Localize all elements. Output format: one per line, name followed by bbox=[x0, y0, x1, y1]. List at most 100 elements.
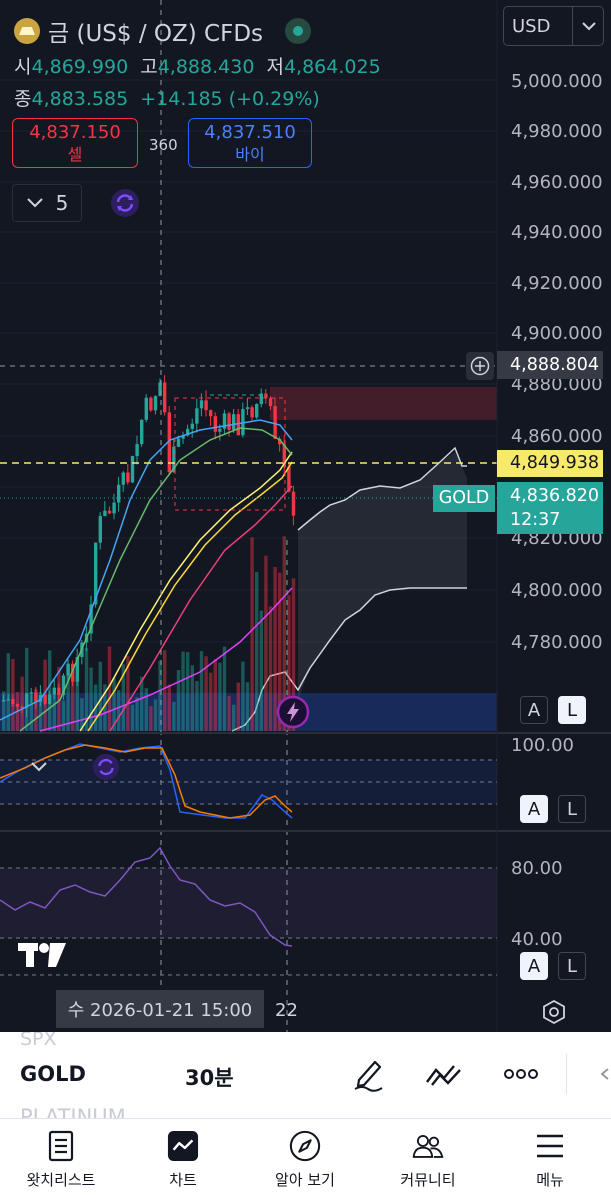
toolbar-divider bbox=[566, 1054, 567, 1094]
tab-community[interactable]: 커뮤니티 bbox=[378, 1129, 478, 1190]
symbol-button[interactable]: GOLD bbox=[20, 1062, 86, 1086]
settings-icon[interactable] bbox=[540, 998, 568, 1026]
currency-label: USD bbox=[512, 15, 551, 37]
price-axis-label: 4,940.000 bbox=[511, 222, 603, 243]
gold-logo-icon bbox=[14, 18, 40, 44]
stoch-d-line bbox=[0, 744, 293, 819]
log-scale-button[interactable]: L bbox=[558, 952, 586, 980]
symbol-prev[interactable]: SPX bbox=[20, 1032, 57, 1048]
log-scale-button[interactable]: L bbox=[558, 696, 586, 724]
candle-body bbox=[222, 413, 227, 429]
volume-bar bbox=[6, 653, 10, 731]
currency-button[interactable]: USD bbox=[503, 6, 604, 46]
tab-explore[interactable]: 알아 보기 bbox=[255, 1129, 355, 1190]
collapse-pane-icon[interactable] bbox=[20, 752, 58, 782]
ohlc-low-value: 4,864.025 bbox=[283, 56, 381, 78]
more-icon[interactable] bbox=[503, 1064, 539, 1084]
ma-yellow-1 bbox=[79, 451, 293, 732]
ohlc-change: +14.185 (+0.29%) bbox=[140, 88, 320, 110]
osc1-axis-label: 100.00 bbox=[511, 735, 574, 756]
log-scale-button[interactable]: L bbox=[558, 795, 586, 823]
price-axis-label: 4,880.000 bbox=[511, 374, 603, 395]
candle-body bbox=[75, 656, 79, 682]
drawing-tools-icon[interactable] bbox=[424, 1058, 464, 1090]
volume-bar bbox=[218, 662, 222, 731]
volume-bar bbox=[176, 669, 181, 731]
tab-label: 커뮤니티 bbox=[400, 1171, 456, 1189]
candle-body bbox=[57, 687, 61, 696]
candle-body bbox=[130, 456, 135, 483]
spread-value: 360 bbox=[149, 136, 178, 154]
community-icon bbox=[412, 1129, 444, 1163]
price-chart-canvas[interactable] bbox=[0, 0, 611, 1032]
candle-body bbox=[112, 502, 116, 514]
resistance-zone bbox=[270, 387, 497, 420]
market-open-icon bbox=[285, 18, 312, 44]
buy-label: 바이 bbox=[235, 145, 265, 164]
sell-button[interactable]: 4,837.150 셀 bbox=[12, 118, 138, 168]
auto-scale-button[interactable]: A bbox=[520, 795, 548, 823]
candle-body bbox=[66, 663, 70, 676]
auto-scale-button[interactable]: A bbox=[520, 696, 548, 724]
volume-bar bbox=[34, 689, 38, 731]
interval-button[interactable]: 30분 bbox=[185, 1066, 234, 1090]
symbol-title[interactable]: 금 (US$ / OZ) CFDs bbox=[14, 14, 312, 48]
volume-bar bbox=[278, 572, 282, 731]
volume-bar bbox=[222, 646, 227, 731]
volume-bar bbox=[255, 571, 259, 731]
flash-icon[interactable] bbox=[276, 695, 310, 729]
cloud-upper-line bbox=[297, 446, 467, 531]
volume-bar bbox=[204, 656, 208, 731]
candle-body bbox=[121, 472, 125, 485]
candle-body bbox=[135, 444, 139, 457]
chart-icon bbox=[167, 1129, 199, 1163]
volume-bar bbox=[250, 537, 254, 731]
indicators-toggle[interactable]: 5 bbox=[12, 184, 82, 222]
volume-bar bbox=[52, 691, 56, 731]
indicator-count: 5 bbox=[55, 191, 69, 215]
candle-body bbox=[34, 692, 38, 702]
symbol-title-text: 금 (US$ / OZ) CFDs bbox=[48, 21, 264, 47]
watchlist-icon bbox=[45, 1129, 77, 1163]
menu-icon bbox=[534, 1129, 566, 1163]
volume-bar bbox=[158, 660, 162, 731]
tab-chart[interactable]: 차트 bbox=[133, 1129, 233, 1190]
price-axis-label: 4,980.000 bbox=[511, 121, 603, 142]
candle-body bbox=[43, 694, 47, 704]
volume-bar bbox=[89, 667, 93, 731]
sync-icon[interactable] bbox=[92, 753, 120, 781]
price-axis-label: 4,860.000 bbox=[511, 426, 603, 447]
add-alert-icon[interactable] bbox=[466, 352, 494, 380]
pencil-icon[interactable] bbox=[352, 1056, 386, 1092]
volume-bar bbox=[163, 650, 167, 731]
volume-bar bbox=[75, 679, 79, 731]
volume-bar bbox=[117, 690, 121, 731]
volume-bar bbox=[232, 704, 236, 731]
chart-area[interactable]: 금 (US$ / OZ) CFDs USD 시4,869.990 고4,888.… bbox=[0, 0, 611, 1032]
sell-label: 셀 bbox=[67, 145, 83, 164]
candle-body bbox=[149, 397, 153, 411]
volume-bar bbox=[71, 676, 75, 731]
volume-bar bbox=[287, 595, 291, 731]
chevron-down-icon[interactable] bbox=[572, 7, 605, 45]
symbol-next[interactable]: PLATINUM bbox=[20, 1105, 126, 1118]
compass-icon bbox=[289, 1129, 321, 1163]
tab-label: 알아 보기 bbox=[275, 1171, 335, 1189]
auto-scale-button[interactable]: A bbox=[520, 952, 548, 980]
volume-bar bbox=[107, 646, 112, 731]
tab-watchlist[interactable]: 왓치리스트 bbox=[11, 1129, 111, 1190]
chevron-left-icon[interactable] bbox=[594, 1064, 611, 1084]
candle-body bbox=[190, 423, 194, 429]
crosshair-time-tag: 수 2026-01-21 15:00 bbox=[56, 990, 264, 1028]
candle-body bbox=[255, 404, 259, 418]
tab-menu[interactable]: 메뉴 bbox=[500, 1129, 600, 1190]
ohlc-close-value: 4,883.585 bbox=[31, 88, 129, 110]
sync-icon[interactable] bbox=[110, 188, 140, 218]
ohlc-row-1: 시4,869.990 고4,888.430 저4,864.025 bbox=[14, 52, 381, 79]
candle-body bbox=[98, 516, 102, 543]
buy-button[interactable]: 4,837.510 바이 bbox=[188, 118, 312, 168]
candle-body bbox=[15, 704, 20, 707]
rsi-line bbox=[0, 846, 293, 947]
candle-body bbox=[282, 444, 286, 467]
candle-body bbox=[176, 438, 181, 447]
